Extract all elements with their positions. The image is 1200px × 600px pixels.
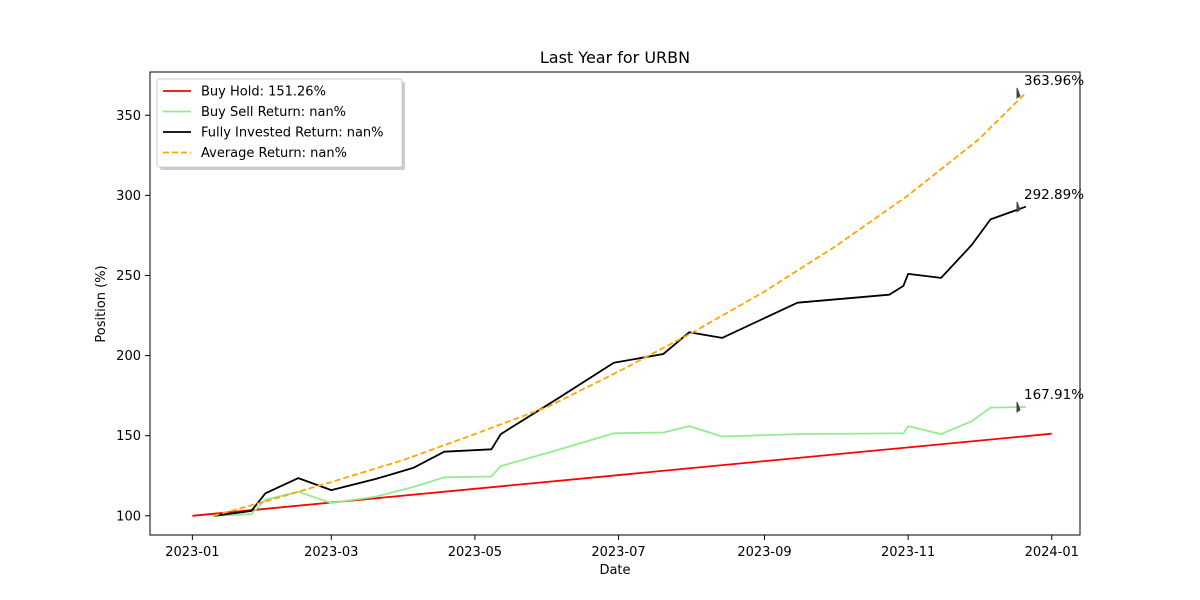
- x-axis-label: Date: [599, 563, 630, 578]
- legend: Buy Hold: 151.26% Buy Sell Return: nan% Fu…: [156, 78, 405, 170]
- legend-entry-label: Buy Sell Return: nan%: [201, 105, 346, 120]
- legend-box: [156, 78, 403, 168]
- y-tick-label: 100: [116, 509, 141, 524]
- y-tick-label: 300: [116, 189, 141, 204]
- annotations: 363.96% 292.89% 167.91%: [1016, 73, 1084, 413]
- y-axis-label: Position (%): [94, 265, 109, 342]
- series-line-1: [213, 406, 1026, 517]
- x-tick-label: 2023-11: [881, 545, 935, 560]
- annotation-arrow: [1016, 201, 1021, 213]
- legend-entry-label: Average Return: nan%: [201, 146, 347, 161]
- annotation-arrow: [1016, 87, 1021, 99]
- x-tick-label: 2023-01: [165, 545, 219, 560]
- legend-entry-label: Buy Hold: 151.26%: [201, 85, 326, 100]
- series-line-3: [213, 92, 1027, 517]
- y-tick-label: 150: [116, 429, 141, 444]
- chart-title: Last Year for URBN: [540, 48, 690, 67]
- x-tick-label: 2023-05: [448, 545, 502, 560]
- annotation-label: 167.91%: [1024, 387, 1084, 403]
- y-tick-label: 250: [116, 269, 141, 284]
- y-tick-label: 350: [116, 109, 141, 124]
- axes-frame: [149, 71, 1081, 536]
- x-tick-label: 2023-03: [304, 545, 358, 560]
- axes: 2023-01 2023-03 2023-05 2023-07 2023-09 2023-…: [116, 71, 1081, 560]
- legend-entry-label: Fully Invested Return: nan%: [201, 126, 384, 141]
- y-tick-label: 200: [116, 349, 141, 364]
- plot-area: [192, 92, 1052, 517]
- annotation-label: 363.96%: [1024, 73, 1084, 89]
- x-tick-label: 2024-01: [1025, 545, 1079, 560]
- annotation-label: 292.89%: [1024, 187, 1084, 203]
- annotation-arrow: [1016, 401, 1021, 413]
- x-tick-label: 2023-09: [737, 545, 791, 560]
- x-tick-label: 2023-07: [591, 545, 645, 560]
